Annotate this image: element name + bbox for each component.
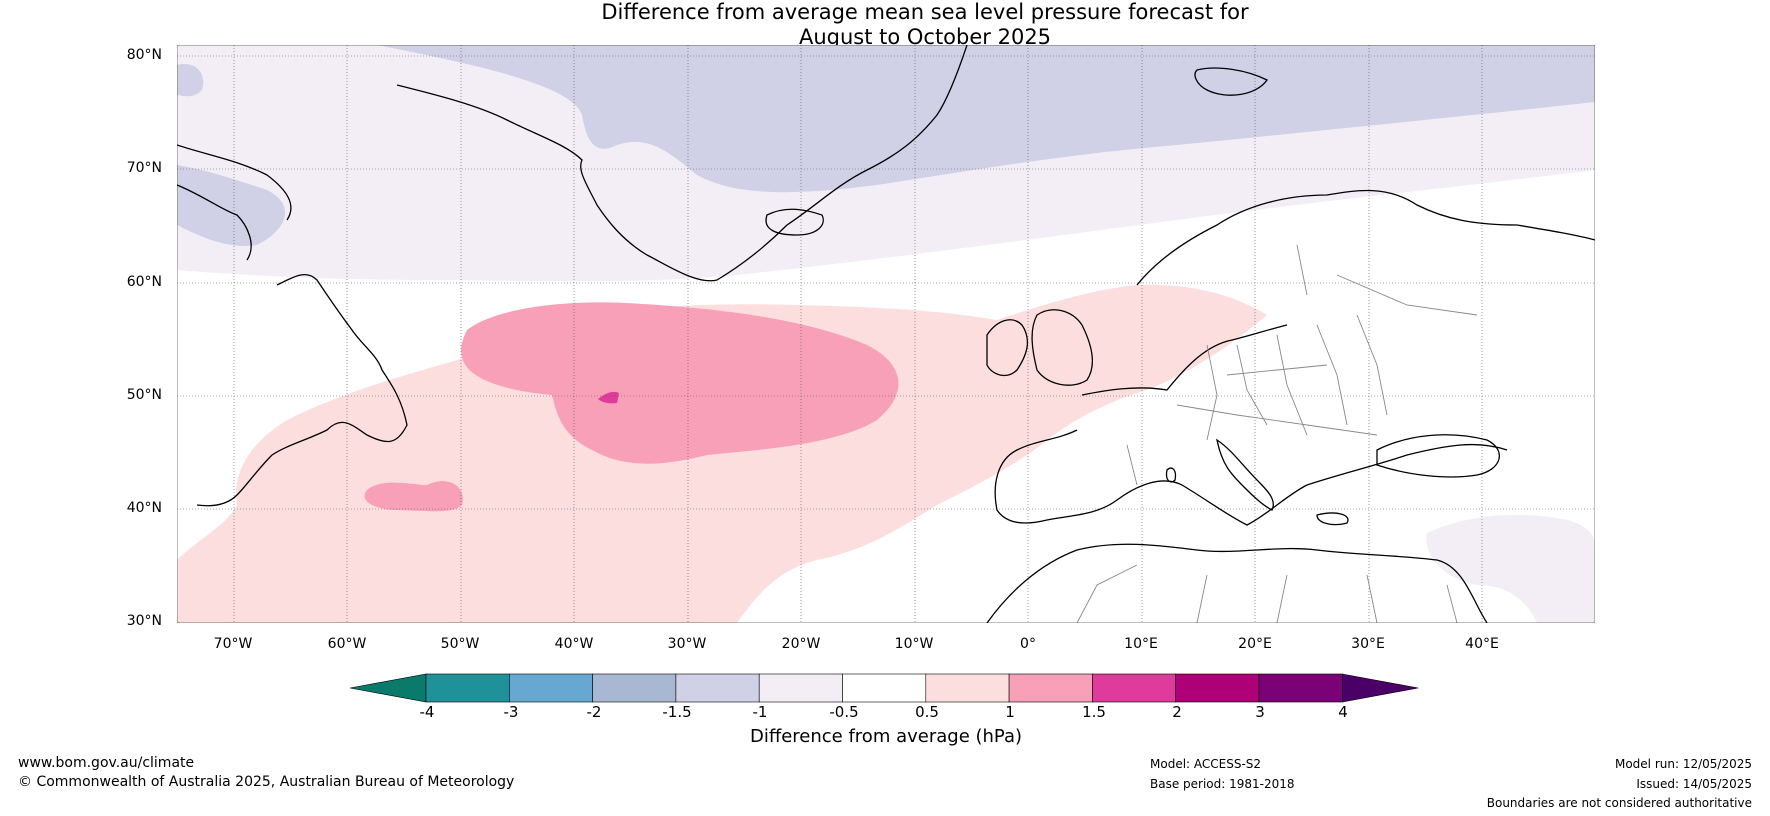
coastlines <box>177 45 1595 623</box>
anomaly-hole <box>468 450 486 464</box>
colorbar-extend-high <box>1341 673 1419 703</box>
colorbar-swatch <box>509 673 593 703</box>
lon-label-40w: 40°W <box>554 636 594 652</box>
lon-label-10e: 10°E <box>1124 636 1158 652</box>
lon-label-50w: 50°W <box>440 636 480 652</box>
colorbar-tick-label: 3 <box>1255 703 1265 721</box>
colorbar-tick-label: 0.5 <box>915 703 939 721</box>
colorbar-tick-label: -2 <box>586 703 602 721</box>
colorbar-extend-low <box>350 673 427 703</box>
lat-label-40: 40°N <box>126 500 162 516</box>
greenland-coast <box>396 45 968 282</box>
anomaly-region-negative-east <box>1426 514 1595 623</box>
colorbar-tick-label: 4 <box>1338 703 1348 721</box>
colorbar-swatch <box>1008 673 1093 703</box>
colorbar-swatch <box>675 673 760 703</box>
svalbard-coast <box>1194 67 1268 96</box>
colorbar-swatch <box>842 673 927 703</box>
colorbar-swatch <box>425 673 510 703</box>
lon-label-20w: 20°W <box>781 636 821 652</box>
pressure-anomaly-map <box>177 45 1595 623</box>
labrador-coast <box>196 273 408 507</box>
title-line-1: Difference from average mean sea level p… <box>601 0 1249 24</box>
mediterranean-islands <box>1165 467 1349 526</box>
colorbar-tick-label: -0.5 <box>829 703 859 721</box>
model-text: Model: ACCESS-S2 <box>1150 757 1262 771</box>
colorbar-tick-label: 2 <box>1172 703 1182 721</box>
anomaly-region-positive <box>177 284 1267 623</box>
lat-label-70: 70°N <box>126 160 162 176</box>
anomaly-region-positive-south <box>364 481 463 512</box>
copyright-text: © Commonwealth of Australia 2025, Austra… <box>18 774 515 790</box>
colorbar-swatch <box>592 673 677 703</box>
colorbar <box>350 673 1419 703</box>
colorbar-tick-label: -3 <box>503 703 519 721</box>
lon-label-30w: 30°W <box>667 636 707 652</box>
colorbar-tick-label: 1.5 <box>1082 703 1106 721</box>
anomaly-region-negative-west <box>177 64 286 246</box>
colorbar-tick-label: 1 <box>1005 703 1015 721</box>
lon-label-0: 0° <box>1020 636 1036 652</box>
lon-label-40e: 40°E <box>1465 636 1499 652</box>
colorbar-swatch <box>1092 673 1177 703</box>
lon-label-60w: 60°W <box>327 636 367 652</box>
colorbar-swatch <box>1258 673 1343 703</box>
colorbar-tick-label: -4 <box>419 703 435 721</box>
black-sea-coast <box>1376 434 1500 478</box>
anomaly-region-positive-core <box>461 302 899 464</box>
map-title: Difference from average mean sea level p… <box>0 0 1770 50</box>
british-isles-coast <box>986 309 1094 386</box>
lat-label-50: 50°N <box>126 387 162 403</box>
colorbar-swatches <box>350 673 1419 703</box>
colorbar-tick-label: -1 <box>752 703 768 721</box>
anomaly-region-strong-positive <box>598 391 619 404</box>
lon-label-10w: 10°W <box>894 636 934 652</box>
anomaly-region-negative <box>377 45 1595 193</box>
issued-text: Issued: 14/05/2025 <box>1636 777 1752 791</box>
base-period-text: Base period: 1981-2018 <box>1150 777 1295 791</box>
model-run-text: Model run: 12/05/2025 <box>1614 757 1752 771</box>
website-link[interactable]: www.bom.gov.au/climate <box>18 755 195 771</box>
lat-label-80: 80°N <box>126 47 162 63</box>
lat-label-60: 60°N <box>126 274 162 290</box>
colorbar-swatch <box>758 673 843 703</box>
lon-label-20e: 20°E <box>1238 636 1272 652</box>
colorbar-title: Difference from average (hPa) <box>749 726 1023 747</box>
scandinavia-coast <box>1136 189 1595 286</box>
lon-label-30e: 30°E <box>1351 636 1385 652</box>
colorbar-swatch <box>925 673 1010 703</box>
baffin-coast <box>177 144 292 261</box>
lat-label-30: 30°N <box>126 613 162 629</box>
africa-coast <box>986 543 1488 623</box>
disclaimer-text: Boundaries are not considered authoritat… <box>1486 796 1752 810</box>
italy-coast <box>1216 438 1274 511</box>
colorbar-swatch <box>1175 673 1260 703</box>
gridlines <box>177 45 1595 623</box>
lon-label-70w: 70°W <box>213 636 253 652</box>
colorbar-tick-label: -1.5 <box>662 703 692 721</box>
iceland-coast <box>765 208 824 236</box>
country-borders <box>1076 244 1478 623</box>
